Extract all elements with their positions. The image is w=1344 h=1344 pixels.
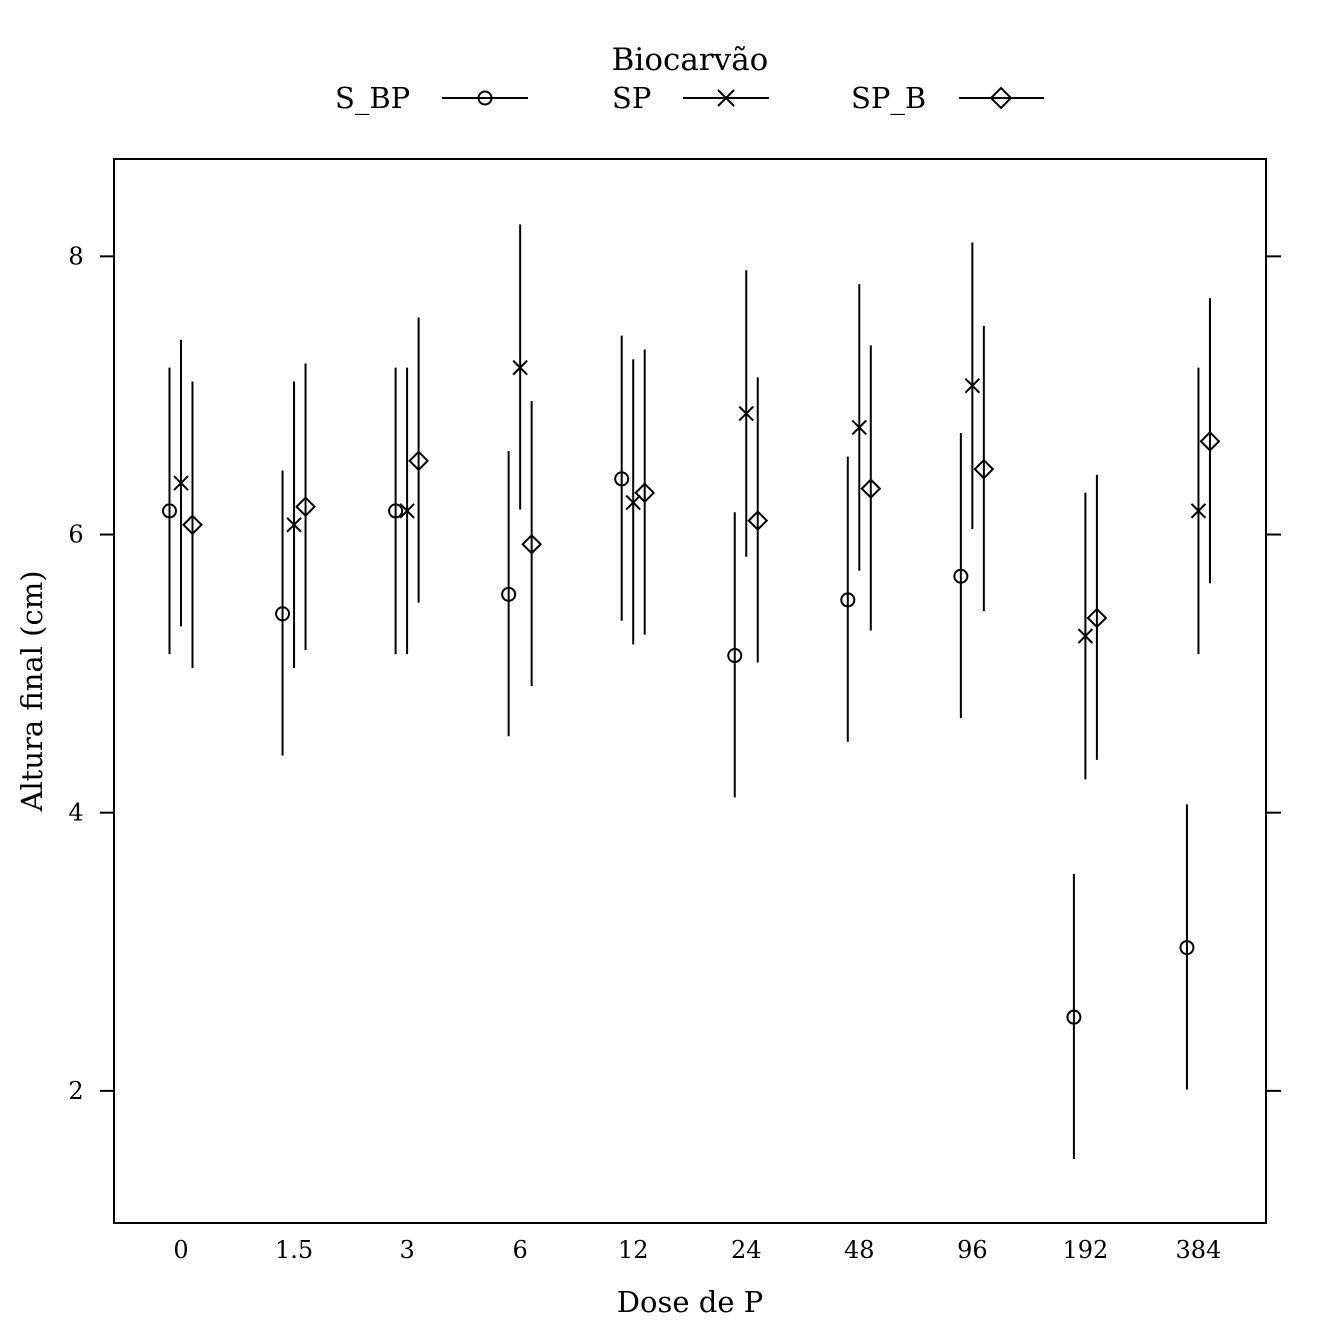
legend: Biocarvão S_BP SP SP_B <box>335 42 1044 116</box>
x-tick-label: 3 <box>399 1236 414 1264</box>
data-point-circle <box>840 592 856 608</box>
data-point-cross <box>738 405 754 422</box>
series-s-bp <box>162 335 1195 1160</box>
data-point-diamond <box>521 533 543 555</box>
data-point-diamond <box>1199 430 1221 452</box>
y-tick-label: 4 <box>68 799 83 827</box>
data-point-circle <box>1066 1009 1082 1025</box>
x-axis: 0 1.5 3 6 12 24 48 96 192 384 <box>173 1236 1221 1264</box>
data-point-circle <box>275 606 291 622</box>
data-point-cross <box>512 359 528 376</box>
legend-label: SP <box>612 81 651 115</box>
y-axis: 2 4 6 8 <box>68 242 1281 1105</box>
data-point-cross <box>964 378 981 394</box>
data-point-cross <box>1190 503 1207 519</box>
data-point-circle <box>501 586 517 602</box>
data-point-circle <box>727 648 743 664</box>
x-tick-label: 384 <box>1176 1236 1222 1264</box>
legend-entry-sp-b: SP_B <box>851 81 1044 116</box>
legend-entry-sp: SP <box>612 81 769 115</box>
data-point-cross <box>399 503 415 519</box>
data-point-diamond <box>860 478 882 500</box>
data-point-diamond <box>634 482 656 504</box>
x-tick-label: 0 <box>173 1236 188 1264</box>
data-point-cross <box>286 517 302 533</box>
data-point-circle <box>162 503 177 519</box>
x-tick-label: 96 <box>957 1236 988 1264</box>
x-tick-label: 24 <box>731 1236 762 1264</box>
data-point-circle <box>614 471 630 487</box>
data-point-cross <box>1077 628 1094 644</box>
x-tick-label: 48 <box>844 1236 875 1264</box>
x-tick-label: 6 <box>513 1236 528 1264</box>
data-marks <box>162 224 1221 1160</box>
y-tick-label: 8 <box>68 242 83 270</box>
x-tick-label: 12 <box>618 1236 649 1264</box>
legend-circle-marker <box>477 90 493 106</box>
data-point-diamond <box>295 496 316 518</box>
legend-cross-marker <box>717 89 735 107</box>
y-axis-title: Altura final (cm) <box>15 570 49 812</box>
legend-entry-s-bp: S_BP <box>335 81 528 116</box>
data-point-diamond <box>408 450 430 472</box>
legend-diamond-marker <box>989 86 1013 110</box>
data-point-cross <box>173 475 189 491</box>
data-point-circle <box>1179 940 1195 956</box>
y-tick-label: 6 <box>68 521 83 549</box>
x-tick-label: 192 <box>1062 1236 1108 1264</box>
data-point-diamond <box>747 510 769 532</box>
data-point-diamond <box>182 514 203 536</box>
data-point-circle <box>953 568 969 584</box>
y-tick-label: 2 <box>68 1077 83 1105</box>
legend-label: S_BP <box>335 81 410 116</box>
legend-title: Biocarvão <box>612 42 769 78</box>
legend-label: SP_B <box>851 81 926 116</box>
data-point-diamond <box>1086 607 1108 629</box>
series-sp-b <box>182 298 1221 760</box>
x-axis-title: Dose de P <box>617 1285 763 1319</box>
series-sp <box>173 224 1207 780</box>
data-point-cross <box>851 419 868 436</box>
data-point-cross <box>625 494 641 511</box>
data-point-diamond <box>973 458 995 480</box>
data-point-circle <box>388 503 404 519</box>
plot-frame <box>113 158 1267 1224</box>
x-tick-label: 1.5 <box>275 1236 313 1264</box>
